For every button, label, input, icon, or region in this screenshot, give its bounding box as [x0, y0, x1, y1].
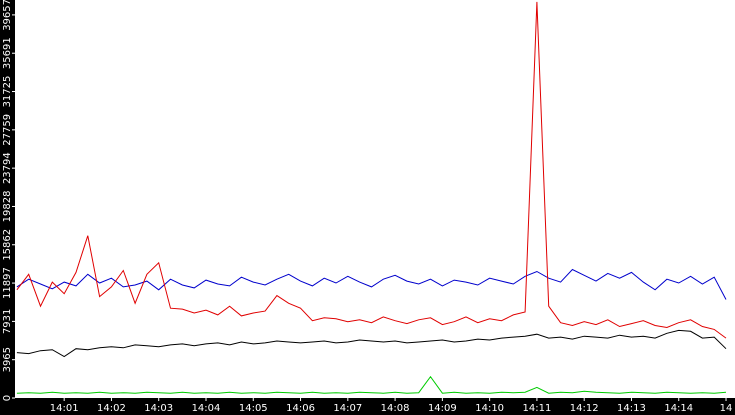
x-tick-label: 14:03 [144, 403, 173, 414]
x-tick-label: 14:06 [286, 403, 315, 414]
series-line [16, 268, 727, 300]
x-tick-label: 14:01 [50, 403, 79, 414]
x-tick-label: 14:02 [97, 403, 126, 414]
y-tick-label: 7931 [2, 309, 13, 334]
x-tick-label: 14:05 [239, 403, 268, 414]
series-line [16, 1, 727, 339]
x-tick-label: 14:04 [192, 403, 221, 414]
x-tick-label: 14:08 [381, 403, 410, 414]
y-tick-label: 27759 [2, 114, 13, 146]
y-axis-strip [0, 0, 15, 415]
y-tick-label: 39657 [2, 0, 13, 31]
x-tick-label: 14:13 [617, 403, 646, 414]
x-tick-label: 14 [720, 403, 733, 414]
y-tick-label: 31725 [2, 76, 13, 108]
x-tick-label: 14:11 [523, 403, 552, 414]
x-tick-label: 14:09 [428, 403, 457, 414]
x-tick-label: 14:12 [570, 403, 599, 414]
y-tick-label: 0 [2, 395, 13, 401]
x-axis-strip [0, 398, 735, 415]
y-tick-label: 19828 [2, 191, 13, 223]
x-tick-label: 14:10 [475, 403, 504, 414]
y-tick-label: 35691 [2, 37, 13, 69]
series-line [16, 375, 727, 394]
y-tick-label: 11897 [2, 267, 13, 299]
y-tick-label: 15862 [2, 229, 13, 261]
x-tick-label: 14:07 [333, 403, 362, 414]
y-tick-label: 3965 [2, 347, 13, 372]
y-tick-label: 23794 [2, 152, 13, 184]
x-tick-label: 14:14 [664, 403, 693, 414]
series-line [16, 329, 727, 358]
